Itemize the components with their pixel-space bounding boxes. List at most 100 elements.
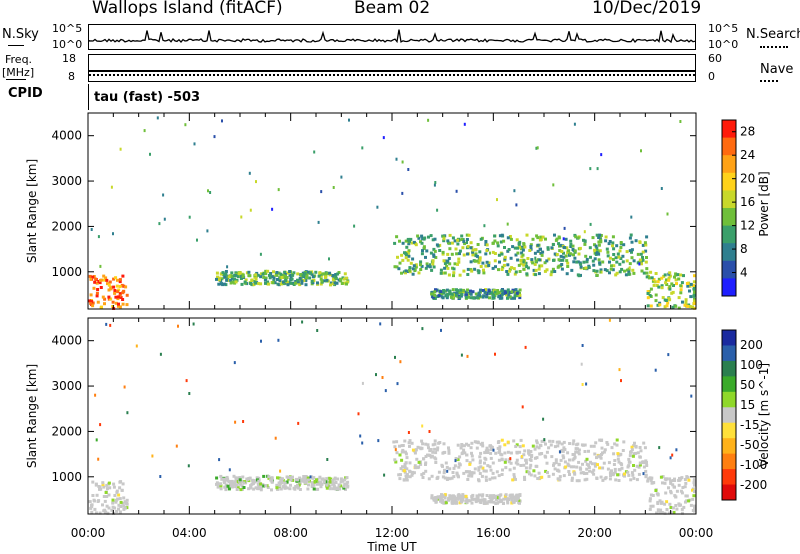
echo-cell [111, 300, 115, 304]
echo-cell [667, 486, 670, 490]
echo-cell [432, 253, 436, 257]
echo-cell [321, 272, 325, 276]
echo-cell [407, 269, 411, 272]
echo-cell [653, 280, 657, 284]
echo-cell [430, 268, 434, 272]
echo-cell [244, 278, 248, 282]
echo-cell [563, 448, 567, 451]
echo-cell [408, 444, 411, 448]
echo-cell [412, 240, 416, 244]
echo-cell [305, 273, 309, 277]
echo-cell [679, 291, 683, 295]
echo-cell [540, 439, 544, 443]
echo-cell [238, 478, 242, 482]
echo-cell [478, 472, 482, 475]
echo-cell [445, 296, 449, 300]
echo-cell [575, 443, 579, 447]
nave-dotted-line [89, 74, 695, 76]
echo-cell [598, 466, 602, 470]
echo-cell [259, 282, 263, 286]
velocity-colorbar-tick: -50 [740, 438, 760, 452]
noise-cell [97, 235, 100, 239]
echo-cell [91, 304, 95, 308]
echo-cell [436, 446, 440, 450]
echo-cell [625, 250, 629, 254]
echo-cell [571, 244, 575, 248]
echo-cell [492, 494, 496, 498]
echo-cell [488, 477, 492, 481]
echo-cell [554, 461, 558, 465]
echo-cell [553, 233, 556, 237]
echo-cell [286, 283, 290, 287]
echo-cell [417, 465, 421, 469]
echo-cell [328, 480, 332, 484]
echo-cell [107, 288, 111, 292]
echo-cell [301, 477, 305, 481]
echo-cell [585, 467, 589, 471]
echo-cell [108, 486, 112, 490]
echo-cell [315, 487, 319, 491]
echo-cell [644, 469, 648, 473]
echo-cell [616, 252, 620, 256]
echo-cell [579, 471, 583, 475]
echo-cell [646, 477, 650, 481]
echo-cell [643, 446, 647, 450]
echo-cell [219, 474, 223, 478]
echo-cell [98, 511, 102, 515]
echo-cell [241, 475, 245, 479]
echo-cell [465, 453, 469, 457]
echo-cell [521, 248, 525, 252]
echo-cell [506, 249, 510, 253]
echo-cell [268, 273, 271, 277]
noise-cell [534, 256, 537, 260]
echo-cell [215, 271, 219, 275]
echo-cell [220, 477, 224, 481]
echo-cell [528, 453, 532, 457]
echo-cell [684, 301, 688, 304]
echo-cell [693, 290, 696, 294]
echo-cell [424, 461, 428, 465]
echo-cell [223, 275, 227, 279]
echo-cell [459, 497, 463, 501]
echo-cell [116, 304, 120, 308]
echo-cell [623, 269, 626, 273]
noise-cell [394, 355, 396, 359]
noise-cell [436, 208, 439, 212]
echo-cell [336, 272, 340, 276]
echo-cell [684, 500, 687, 504]
echo-cell [102, 495, 106, 498]
echo-cell [491, 471, 495, 475]
echo-cell [466, 288, 469, 292]
noise-cell [496, 198, 498, 202]
xaxis-label: Time UT [366, 540, 417, 554]
echo-cell [121, 274, 125, 278]
echo-cell [447, 451, 451, 455]
echo-cell [559, 458, 563, 462]
echo-cell [403, 466, 407, 469]
echo-cell [436, 497, 440, 501]
echo-cell [455, 497, 459, 500]
echo-cell [500, 252, 504, 256]
echo-cell [500, 233, 504, 237]
echo-cell [231, 280, 235, 284]
echo-cell [685, 282, 689, 285]
echo-cell [595, 233, 599, 237]
echo-cell [443, 493, 447, 497]
echo-cell [519, 464, 523, 467]
echo-cell [431, 262, 435, 266]
echo-cell [469, 246, 473, 250]
echo-cell [646, 479, 650, 483]
echo-cell [117, 493, 121, 497]
echo-cell [645, 256, 648, 259]
echo-cell [105, 278, 109, 282]
echo-cell [655, 511, 659, 515]
echo-cell [594, 441, 598, 445]
echo-cell [434, 500, 438, 504]
noise-cell [675, 448, 678, 452]
echo-cell [648, 294, 652, 297]
noise-cell [119, 147, 122, 151]
echo-cell [596, 252, 600, 256]
echo-cell [531, 261, 535, 265]
echo-cell [424, 255, 427, 259]
echo-cell [497, 295, 501, 299]
